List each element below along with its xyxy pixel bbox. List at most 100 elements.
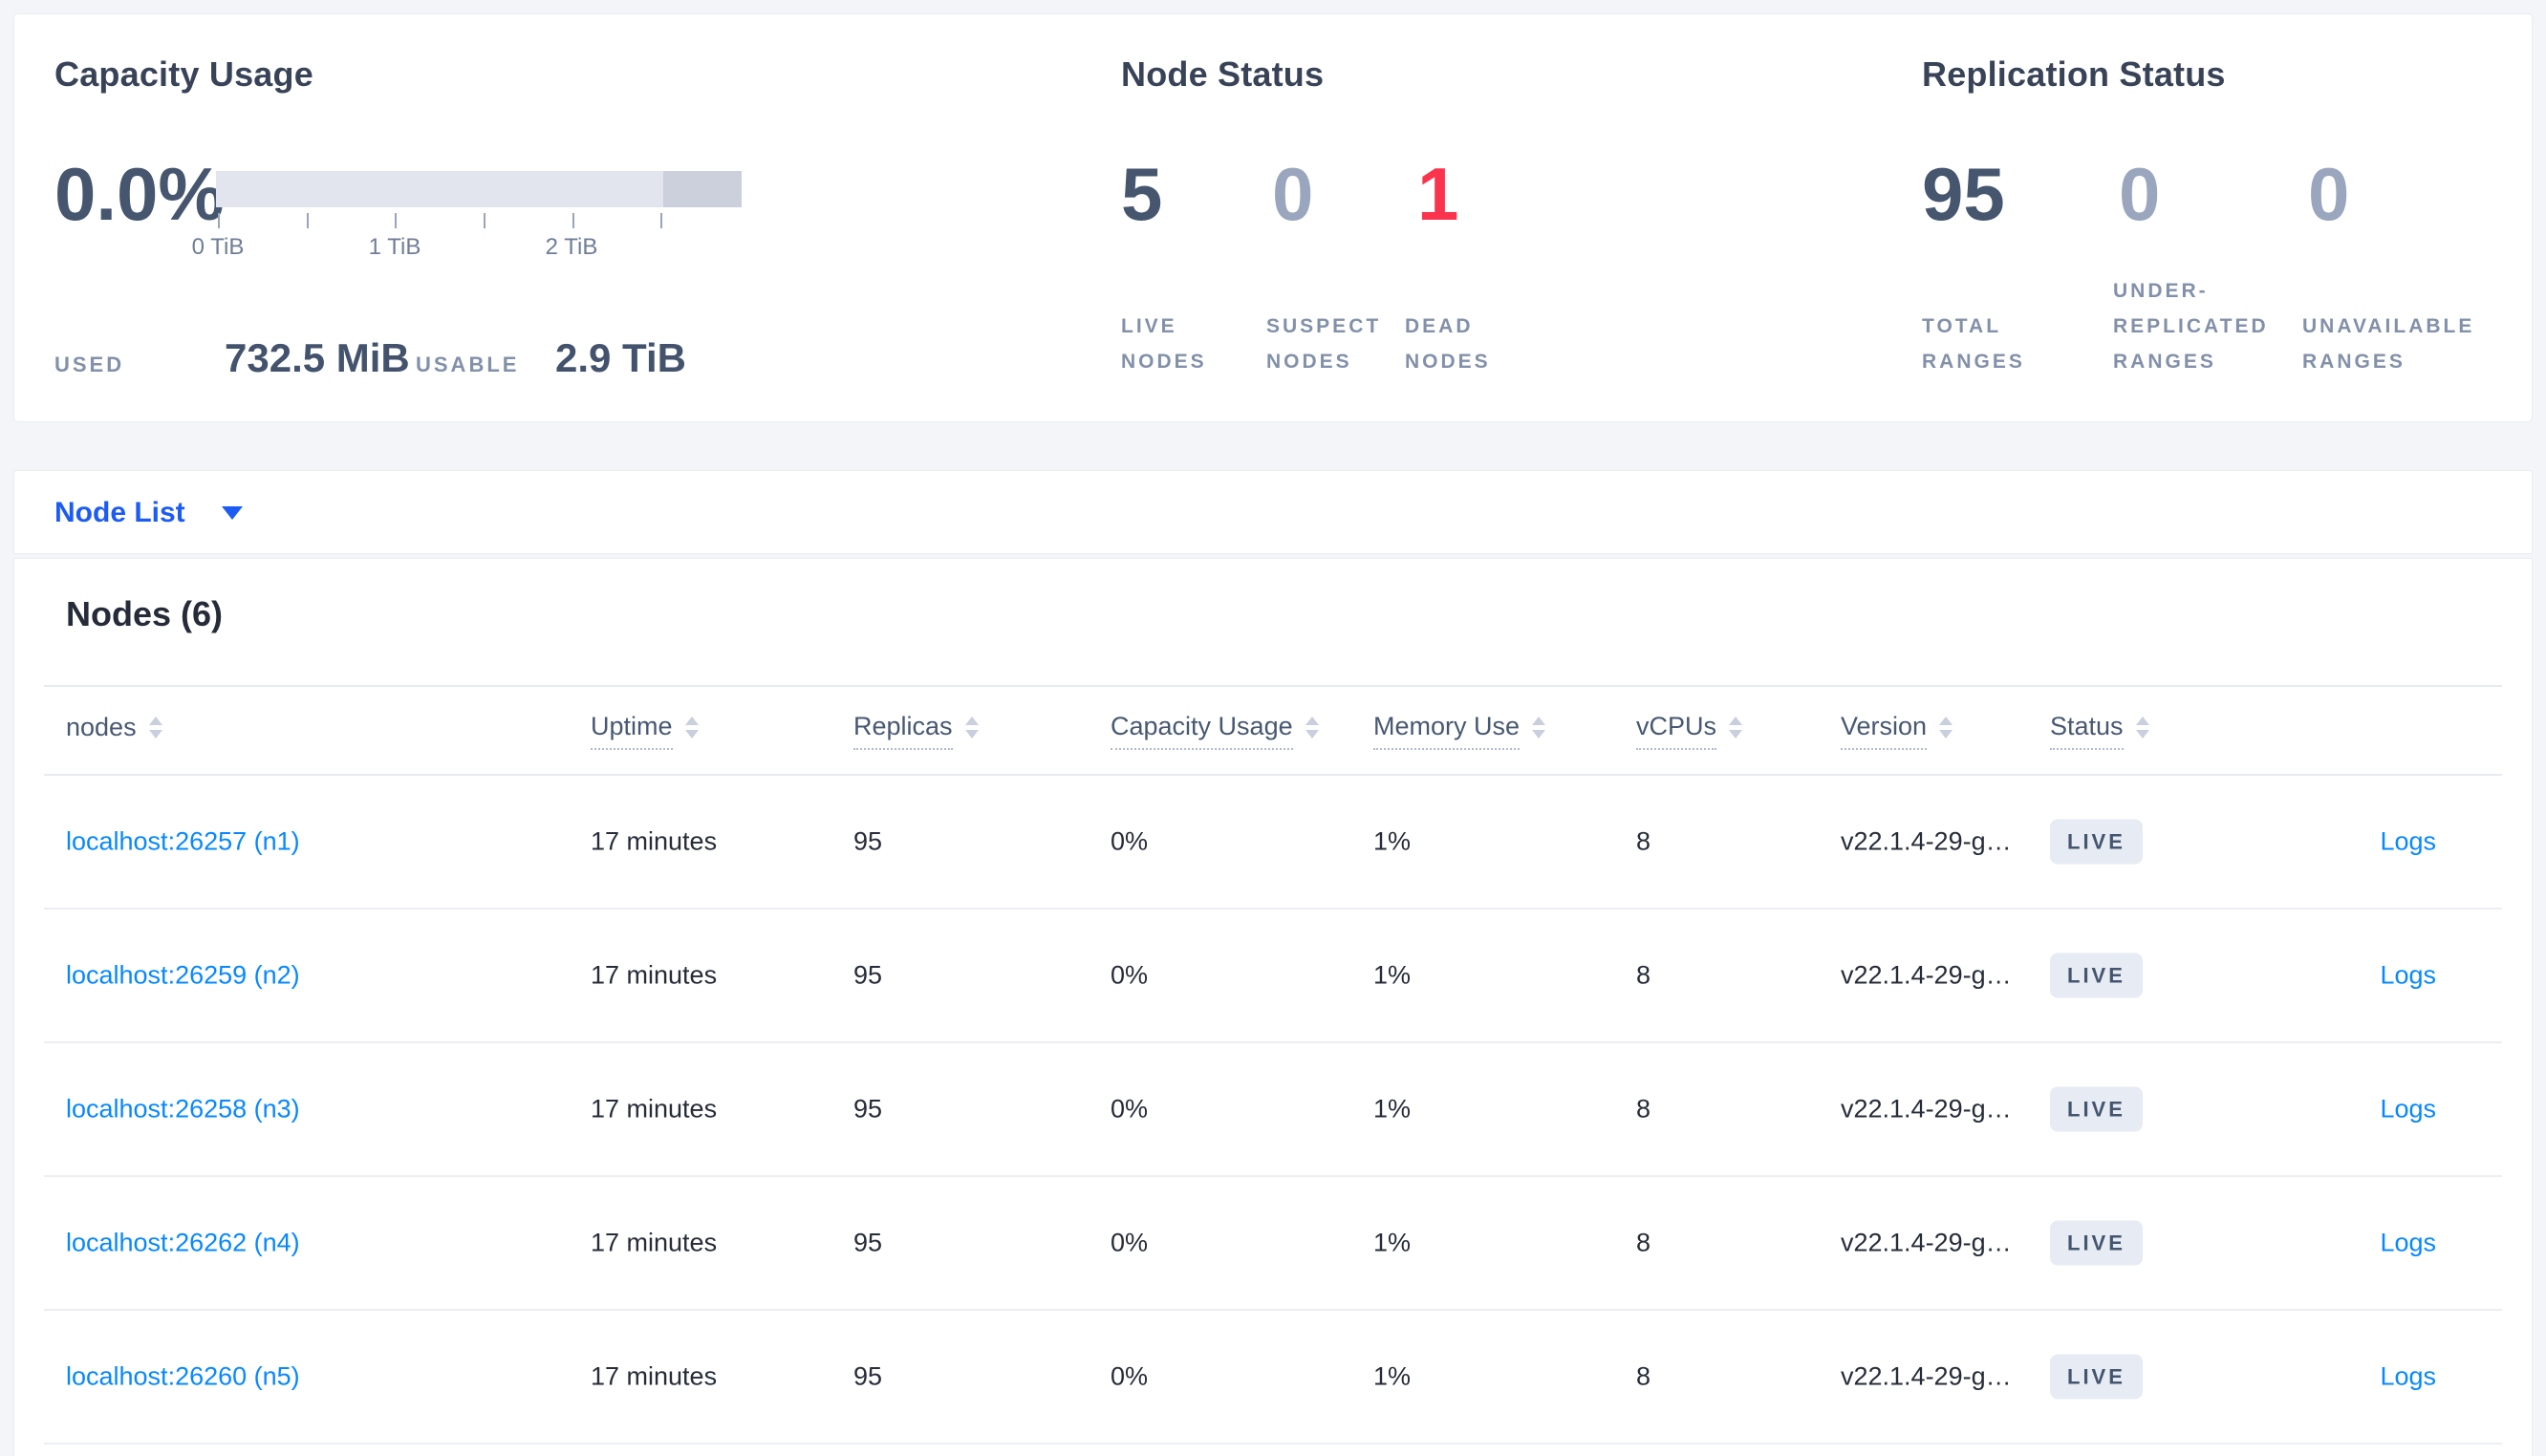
usable-value: 2.9 TiB bbox=[555, 335, 686, 380]
axis-tick bbox=[484, 213, 485, 228]
version-cell: v22.1.4-29-g… bbox=[1841, 1228, 2012, 1257]
table-row: localhost:26259 (n2) 17 minutes 95 0% 1%… bbox=[44, 910, 2502, 1043]
status-badge: LIVE bbox=[2050, 1086, 2143, 1132]
axis-tick-label: 2 TiB bbox=[545, 234, 598, 260]
node-address-link[interactable]: localhost:26262 (n4) bbox=[66, 1228, 300, 1257]
table-row: localhost:26260 (n5) 17 minutes 95 0% 1%… bbox=[44, 1311, 2502, 1445]
column-header-label: vCPUs bbox=[1636, 712, 1717, 750]
uptime-cell: 17 minutes bbox=[591, 1094, 718, 1124]
logs-link[interactable]: Logs bbox=[2380, 960, 2436, 990]
table-row: localhost:26262 (n4) 17 minutes 95 0% 1%… bbox=[44, 1177, 2502, 1311]
column-header-capacity-usage[interactable]: Capacity Usage bbox=[1111, 712, 1319, 750]
axis-tick bbox=[307, 213, 309, 228]
dead-nodes-count: 1 bbox=[1417, 152, 1459, 236]
column-header-vcpus[interactable]: vCPUs bbox=[1636, 712, 1743, 750]
column-header-label: Memory Use bbox=[1373, 712, 1521, 750]
column-header-nodes[interactable]: nodes bbox=[66, 713, 162, 749]
capacity-usage-cell: 0% bbox=[1111, 960, 1149, 990]
replicas-cell: 95 bbox=[853, 1361, 883, 1391]
status-cell: LIVE bbox=[2050, 1086, 2143, 1132]
nodes-table-title: Nodes (6) bbox=[66, 594, 224, 633]
vcpus-cell: 8 bbox=[1636, 960, 1651, 990]
status-badge: LIVE bbox=[2050, 1354, 2143, 1400]
status-cell: LIVE bbox=[2050, 1220, 2143, 1266]
uptime-cell: 17 minutes bbox=[591, 960, 718, 990]
axis-tick bbox=[218, 213, 220, 228]
replication-status-title: Replication Status bbox=[1922, 54, 2226, 94]
column-header-label: Version bbox=[1841, 712, 1928, 750]
live-nodes-label: LIVE NODES bbox=[1121, 315, 1207, 373]
column-header-label: nodes bbox=[66, 712, 137, 741]
column-header-version[interactable]: Version bbox=[1841, 712, 1953, 750]
total-ranges-label: TOTAL RANGES bbox=[1922, 315, 2025, 373]
sort-icon bbox=[1939, 716, 1953, 739]
status-badge: LIVE bbox=[2050, 953, 2143, 998]
column-header-label: Replicas bbox=[853, 712, 953, 750]
node-address-link[interactable]: localhost:26259 (n2) bbox=[66, 960, 300, 990]
capacity-bar-other-segment bbox=[662, 171, 742, 207]
capacity-used-usable-row: USED 732.5 MiB USABLE 2.9 TiB bbox=[54, 335, 723, 381]
version-cell: v22.1.4-29-g… bbox=[1841, 960, 2012, 990]
logs-link[interactable]: Logs bbox=[2380, 826, 2436, 856]
used-label: USED bbox=[54, 353, 125, 376]
node-address-link[interactable]: localhost:26258 (n3) bbox=[66, 1094, 300, 1124]
unavailable-ranges-count: 0 bbox=[2308, 152, 2350, 236]
sort-icon bbox=[1305, 716, 1319, 739]
used-value: 732.5 MiB bbox=[225, 335, 410, 380]
node-status-title: Node Status bbox=[1121, 54, 1325, 94]
sort-icon bbox=[148, 716, 162, 739]
sort-icon bbox=[684, 716, 699, 739]
node-address-link[interactable]: localhost:26257 (n1) bbox=[66, 826, 300, 856]
suspect-nodes-label: SUSPECT NODES bbox=[1266, 315, 1382, 373]
logs-link[interactable]: Logs bbox=[2380, 1094, 2436, 1124]
replicas-cell: 95 bbox=[853, 960, 883, 990]
capacity-usage-bar bbox=[216, 171, 742, 207]
column-header-memory-use[interactable]: Memory Use bbox=[1373, 712, 1546, 750]
capacity-axis-ticks bbox=[216, 213, 742, 230]
column-header-replicas[interactable]: Replicas bbox=[853, 712, 979, 750]
column-header-uptime[interactable]: Uptime bbox=[591, 712, 699, 750]
nodes-table-panel: Nodes (6) nodes Uptime Replicas Capacity… bbox=[13, 558, 2533, 1456]
column-header-label: Capacity Usage bbox=[1111, 712, 1293, 750]
vcpus-cell: 8 bbox=[1636, 826, 1651, 856]
total-ranges-count: 95 bbox=[1922, 152, 2005, 236]
vcpus-cell: 8 bbox=[1636, 1228, 1651, 1257]
logs-link[interactable]: Logs bbox=[2380, 1361, 2436, 1391]
status-cell: LIVE bbox=[2050, 819, 2143, 865]
memory-use-cell: 1% bbox=[1373, 960, 1412, 990]
under-replicated-ranges-label: UNDER-REPLICATED RANGES bbox=[2113, 280, 2269, 373]
node-address-link[interactable]: localhost:26260 (n5) bbox=[66, 1361, 300, 1391]
status-cell: LIVE bbox=[2050, 953, 2143, 998]
logs-link[interactable]: Logs bbox=[2380, 1228, 2436, 1257]
sort-icon bbox=[964, 716, 979, 739]
vcpus-cell: 8 bbox=[1636, 1361, 1651, 1391]
vcpus-cell: 8 bbox=[1636, 1094, 1651, 1124]
version-cell: v22.1.4-29-g… bbox=[1841, 826, 2012, 856]
column-header-status[interactable]: Status bbox=[2050, 712, 2149, 750]
axis-tick-label: 0 TiB bbox=[191, 234, 245, 260]
capacity-usage-cell: 0% bbox=[1111, 1228, 1149, 1257]
unavailable-ranges-label: UNAVAILABLE RANGES bbox=[2302, 315, 2475, 373]
sort-icon bbox=[2135, 716, 2149, 739]
table-row: localhost:26258 (n3) 17 minutes 95 0% 1%… bbox=[44, 1043, 2502, 1177]
replicas-cell: 95 bbox=[853, 1228, 883, 1257]
uptime-cell: 17 minutes bbox=[591, 1361, 718, 1391]
status-badge: LIVE bbox=[2050, 1220, 2143, 1266]
uptime-cell: 17 minutes bbox=[591, 1228, 718, 1257]
column-header-label: Uptime bbox=[591, 712, 673, 750]
version-cell: v22.1.4-29-g… bbox=[1841, 1094, 2012, 1124]
chevron-down-icon bbox=[221, 506, 243, 520]
capacity-usage-cell: 0% bbox=[1111, 1094, 1149, 1124]
dead-nodes-label: DEAD NODES bbox=[1405, 315, 1491, 373]
axis-tick bbox=[395, 213, 397, 228]
status-badge: LIVE bbox=[2050, 819, 2143, 865]
memory-use-cell: 1% bbox=[1373, 1094, 1412, 1124]
node-list-dropdown[interactable]: Node List bbox=[54, 471, 243, 555]
replicas-cell: 95 bbox=[853, 826, 883, 856]
suspect-nodes-count: 0 bbox=[1272, 152, 1314, 236]
node-list-dropdown-label: Node List bbox=[54, 497, 185, 528]
view-selector-bar: Node List bbox=[13, 470, 2533, 554]
version-cell: v22.1.4-29-g… bbox=[1841, 1361, 2012, 1391]
axis-tick-label: 1 TiB bbox=[368, 234, 421, 260]
sort-icon bbox=[1532, 716, 1546, 739]
